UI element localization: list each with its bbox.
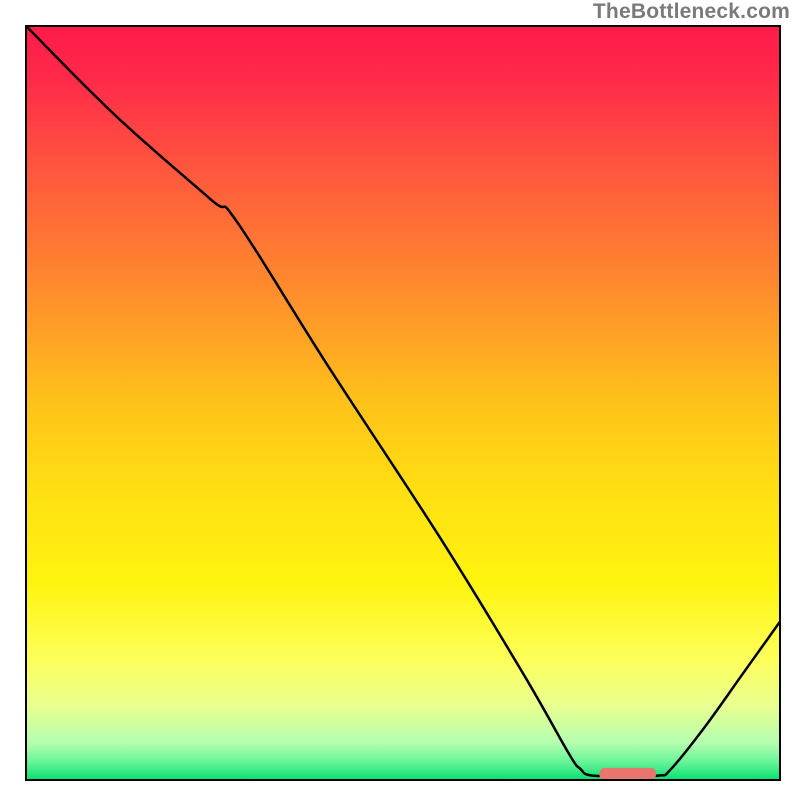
chart-container: TheBottleneck.com — [0, 0, 800, 800]
optimal-marker — [599, 768, 656, 780]
bottleneck-chart — [0, 0, 800, 800]
gradient-background — [26, 26, 780, 780]
